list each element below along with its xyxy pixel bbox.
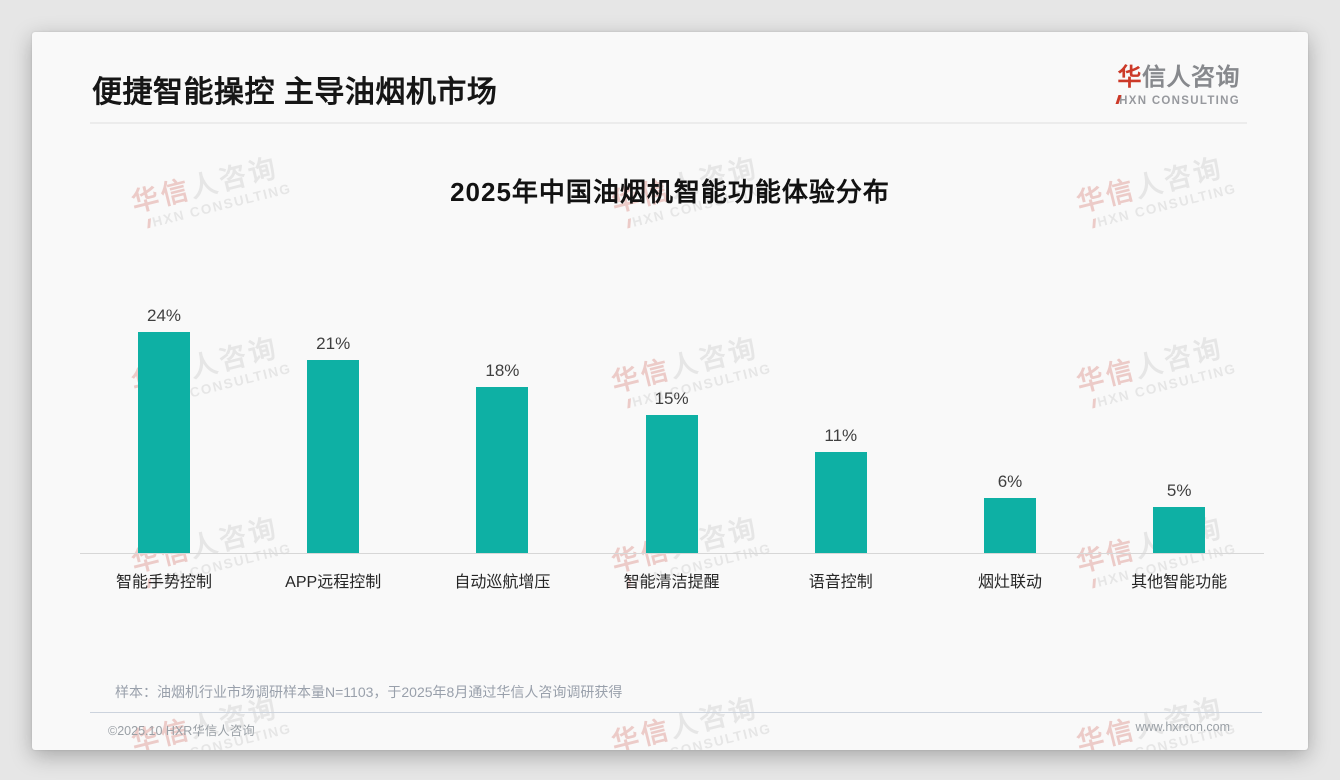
- bar-category-label: 智能手势控制: [115, 574, 212, 591]
- footer-divider: [90, 712, 1262, 713]
- bar: [307, 359, 360, 553]
- bar-category-label: 其他智能功能: [1131, 574, 1228, 591]
- brand-logo-en: HXN CONSULTING: [1115, 95, 1240, 107]
- bar-group: 5%: [1119, 481, 1239, 553]
- plot-area: 24% 智能手势控制 21% APP远程控制 18% 自动巡航增压 15% 智能清洁提醒 11%…: [32, 32, 1308, 750]
- bar: [984, 497, 1036, 553]
- bar-category-label: 智能清洁提醒: [623, 574, 720, 591]
- bar-value-label: 5%: [1166, 481, 1192, 500]
- brand-logo: 华信人咨询 HXN CONSULTING: [1115, 57, 1240, 107]
- bar-value-label: 11%: [824, 425, 858, 445]
- bar-category-label: 烟灶联动: [977, 574, 1042, 591]
- bar-group: 6%: [950, 472, 1070, 553]
- brand-logo-en-text: HXN CONSULTING: [1119, 95, 1240, 107]
- bar: [476, 387, 529, 553]
- bar-group: 15%: [612, 389, 732, 553]
- bar-category-label: 语音控制: [808, 574, 873, 591]
- bar: [1153, 507, 1206, 553]
- bar-group: 24%: [104, 306, 224, 553]
- bar: [645, 415, 698, 553]
- bar-value-label: 15%: [654, 389, 689, 408]
- chart-title: 2025年中国油烟机智能功能体验分布: [450, 177, 890, 207]
- slide-content: 便捷智能操控 主导油烟机市场 华信人咨询 HXN CONSULTING 2025…: [32, 32, 1308, 750]
- bar-group: 21%: [273, 334, 393, 553]
- page-title: 便捷智能操控 主导油烟机市场: [92, 76, 498, 109]
- brand-logo-cn-gray: 信人咨询: [1142, 64, 1240, 91]
- bar: [138, 332, 190, 553]
- bar: [814, 451, 867, 553]
- bar-value-label: 24%: [146, 306, 182, 326]
- bar-category-label: 自动巡航增压: [454, 574, 551, 591]
- bar-group: 18%: [442, 361, 562, 553]
- brand-logo-cn: 华信人咨询: [1117, 57, 1240, 92]
- header-divider: [90, 122, 1247, 124]
- x-axis-line: [80, 553, 1264, 554]
- report-card: 华信人咨询 HXN CONSULTING 华信人咨询 HXN CONSULTING 华信…: [32, 32, 1308, 750]
- copyright-text: ©2025.10 HXR华信人咨询: [108, 724, 255, 738]
- sample-note: 样本：油烟机行业市场调研样本量N=1103，于2025年8月通过华信人咨询调研获…: [115, 684, 623, 700]
- bar-value-label: 6%: [997, 471, 1023, 491]
- brand-logo-cn-red: 华: [1117, 64, 1142, 91]
- bar-category-label: APP远程控制: [285, 574, 382, 591]
- bar-value-label: 21%: [316, 333, 351, 353]
- website-url: www.hxrcon.com: [1135, 720, 1230, 734]
- bar-group: 11%: [781, 426, 901, 553]
- bar-value-label: 18%: [485, 361, 520, 381]
